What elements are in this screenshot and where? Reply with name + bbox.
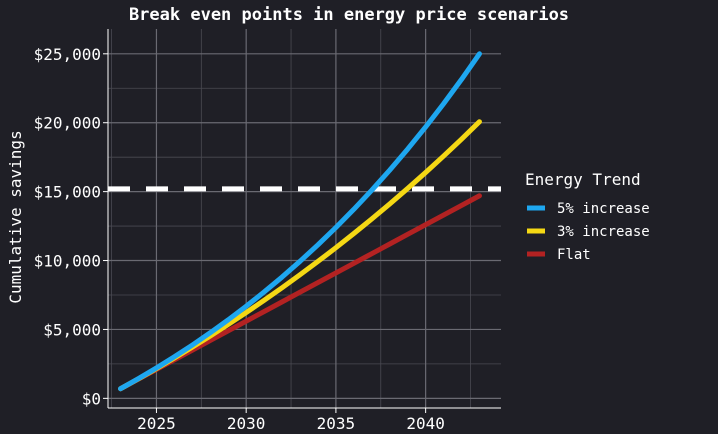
legend-label: 5% increase [557, 201, 650, 217]
x-tick-label: 2040 [406, 414, 445, 433]
y-tick-label: $25,000 [34, 45, 101, 64]
y-tick-label: $10,000 [34, 252, 101, 271]
chart-title: Break even points in energy price scenar… [129, 5, 569, 25]
legend-title: Energy Trend [525, 170, 641, 189]
x-tick-label: 2030 [227, 414, 266, 433]
y-tick-label: $15,000 [34, 183, 101, 202]
grid [107, 29, 501, 409]
x-tick-label: 2035 [317, 414, 356, 433]
y-axis-label: Cumulative savings [6, 130, 25, 303]
series-lines [118, 51, 482, 392]
y-tick-label: $20,000 [34, 114, 101, 133]
y-axis: $0 $5,000 $10,000 $15,000 $20,000 $25,000 [34, 45, 108, 408]
legend-label: Flat [557, 247, 591, 263]
y-tick-label: $0 [82, 389, 101, 408]
legend: Energy Trend 5% increase 3% increase Flat [525, 170, 650, 263]
x-tick-label: 2025 [137, 414, 176, 433]
x-axis: 2025 2030 2035 2040 [137, 408, 445, 433]
y-tick-label: $5,000 [43, 320, 101, 339]
series-line-5-increase [118, 51, 482, 392]
legend-label: 3% increase [557, 224, 650, 240]
